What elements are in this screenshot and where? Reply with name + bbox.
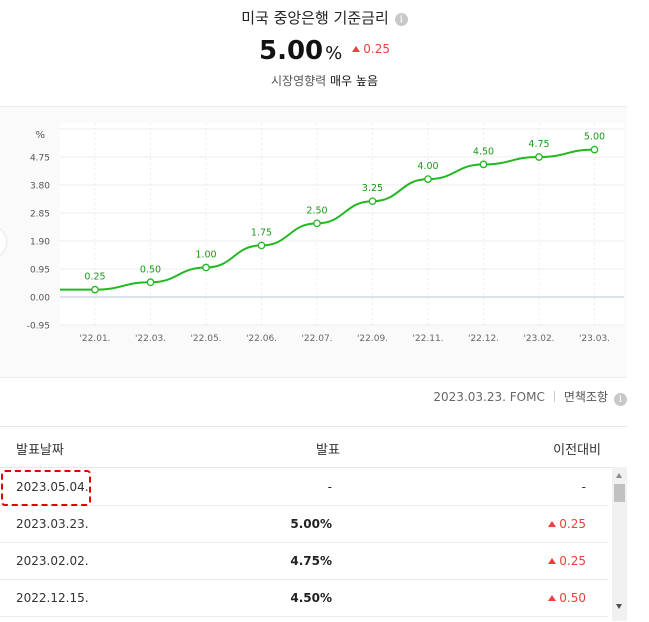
cell-prev-value: 0.50	[559, 591, 586, 605]
cell-value: -	[327, 480, 332, 494]
column-header-value: 발표	[316, 443, 340, 458]
x-tick-label: '22.11.	[412, 334, 443, 344]
info-icon[interactable]: i	[394, 13, 408, 26]
x-tick-label: '22.07.	[301, 334, 332, 344]
data-point	[146, 278, 155, 287]
source-date: 2023.03.23. FOMC	[433, 390, 545, 404]
table-scrollbar[interactable]	[612, 467, 627, 621]
cell-date: 2022.12.15.	[16, 591, 89, 605]
rate-value: 5.00	[259, 36, 324, 66]
data-point	[202, 263, 210, 272]
table-row: 2022.12.15. 4.50% 0.50	[0, 579, 608, 617]
table-row: 2023.02.02. 4.75% 0.25	[0, 542, 608, 580]
cell-value: 4.50%	[290, 591, 332, 605]
rate-row: 5.00% 0.25	[0, 36, 649, 66]
impact-label: 시장영향력	[270, 74, 327, 88]
data-point	[91, 285, 99, 294]
x-tick-label: '22.03.	[135, 334, 166, 344]
up-triangle-icon	[548, 595, 557, 601]
data-label: 0.50	[140, 264, 161, 275]
y-tick-label: -0.95	[27, 322, 50, 332]
impact-level: 매우 높음	[330, 74, 378, 88]
x-tick-label: '22.05.	[190, 334, 221, 344]
x-tick-label: '22.09.	[357, 334, 388, 344]
data-point	[535, 153, 543, 161]
data-point	[368, 197, 377, 206]
data-point	[424, 175, 432, 183]
data-label: 5.00	[584, 132, 605, 143]
cell-prev-value: 0.25	[559, 554, 586, 568]
disclaimer-link[interactable]: 면책조항	[563, 390, 608, 404]
y-unit-label: %	[35, 130, 45, 141]
cell-value: 4.75%	[290, 554, 332, 568]
y-tick-label: 0.00	[30, 294, 50, 304]
up-triangle-icon	[352, 46, 361, 52]
highlight-box	[1, 470, 91, 506]
table-row: 2023.05.04. - -	[0, 468, 608, 506]
cell-date: 2023.05.04.	[16, 480, 89, 494]
column-header-prev: 이전대비	[553, 443, 601, 458]
rate-unit: %	[325, 43, 343, 64]
data-label: 1.00	[195, 250, 216, 261]
column-header-date: 발표날짜	[16, 443, 64, 458]
y-tick-label: 3.80	[30, 182, 50, 192]
up-triangle-icon	[548, 558, 557, 564]
announcement-table: 발표날짜 발표 이전대비 2023.05.04. - - 2023.03.23.…	[0, 426, 627, 622]
cell-date: 2023.03.23.	[16, 517, 89, 531]
x-tick-label: '23.02.	[523, 334, 554, 344]
title-row: 미국 중앙은행 기준금리 i	[0, 7, 649, 28]
data-label: 4.00	[417, 161, 438, 172]
data-label: 0.25	[84, 272, 105, 283]
scroll-down-arrow-icon[interactable]	[616, 604, 622, 609]
scroll-up-arrow-icon[interactable]	[616, 473, 622, 478]
cell-prev: 0.50	[548, 591, 586, 605]
cell-prev: 0.25	[548, 517, 586, 531]
data-label: 3.25	[362, 183, 383, 194]
y-tick-label: 4.75	[30, 154, 50, 164]
x-tick-label: '22.01.	[79, 334, 110, 344]
data-label: 4.75	[528, 139, 549, 150]
x-tick-label: '23.03.	[579, 334, 610, 344]
y-tick-label: 2.85	[30, 210, 50, 220]
info-icon[interactable]: i	[614, 393, 627, 406]
data-label: 4.50	[473, 146, 494, 157]
header: 미국 중앙은행 기준금리 i 5.00% 0.25 시장영향력 매우 높음	[0, 0, 649, 106]
data-label: 1.75	[251, 227, 272, 238]
data-label: 2.50	[306, 205, 327, 216]
source-row: 2023.03.23. FOMC 면책조항 i	[433, 389, 627, 406]
up-triangle-icon	[548, 521, 557, 527]
rate-change: 0.25	[352, 42, 390, 56]
series-line	[60, 148, 595, 291]
impact-row: 시장영향력 매우 높음	[0, 72, 649, 89]
table-row: 2023.03.23. 5.00% 0.25	[0, 505, 608, 543]
data-point	[313, 219, 321, 228]
cell-prev: 0.25	[548, 554, 586, 568]
chart-panel: % 4.75 3.80 2.85 1.90 0.95 0.00 -0.95 '22.01. '22…	[0, 106, 627, 378]
cell-value: 5.00%	[290, 517, 332, 531]
x-tick-label: '22.06.	[246, 334, 277, 344]
data-point	[590, 145, 599, 154]
table-header: 발표날짜 발표 이전대비	[0, 427, 627, 468]
cell-prev: -	[581, 480, 586, 494]
rate-change-value: 0.25	[363, 42, 390, 56]
cell-prev-value: 0.25	[559, 517, 586, 531]
rate-chart[interactable]: % 4.75 3.80 2.85 1.90 0.95 0.00 -0.95 '22.01. '22…	[0, 107, 627, 377]
y-tick-label: 0.95	[30, 266, 50, 276]
page-title: 미국 중앙은행 기준금리	[241, 9, 389, 27]
table-body: 2023.05.04. - - 2023.03.23. 5.00% 0.25 2…	[0, 468, 608, 622]
data-point	[257, 241, 266, 250]
chart-prev-handle[interactable]	[0, 227, 6, 257]
divider	[553, 391, 555, 402]
x-tick-label: '22.12.	[468, 334, 499, 344]
y-tick-label: 1.90	[30, 238, 50, 248]
scrollbar-thumb[interactable]	[614, 484, 625, 502]
cell-date: 2023.02.02.	[16, 554, 89, 568]
data-point	[479, 160, 488, 169]
